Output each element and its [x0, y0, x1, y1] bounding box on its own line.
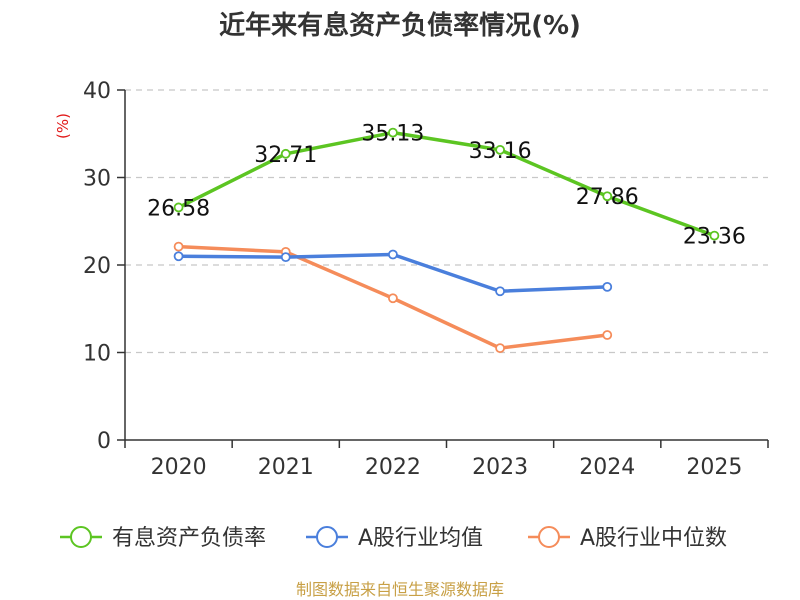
data-point: [388, 293, 398, 304]
data-label: 23.36: [683, 225, 746, 250]
data-point: [173, 241, 184, 252]
data-label: 35.13: [361, 122, 424, 147]
chart-title: 近年来有息资产负债率情况(%): [219, 10, 581, 41]
data-point: [602, 330, 613, 340]
x-axis: 2020 2021 2022 2023 2024 2025: [124, 439, 769, 480]
x-tick-label: 2024: [579, 455, 635, 480]
data-label: 27.86: [576, 185, 639, 210]
legend-marker: [70, 526, 92, 548]
x-tick-label: 2022: [365, 455, 421, 480]
y-tick-label: 10: [83, 342, 111, 367]
legend-marker: [538, 526, 560, 548]
data-label: 26.58: [147, 196, 210, 221]
y-tick-label: 0: [97, 429, 111, 454]
x-tick-label: 2021: [258, 455, 314, 480]
legend-label: A股行业均值: [358, 526, 483, 551]
data-point: [602, 191, 613, 202]
legend-label: A股行业中位数: [580, 526, 727, 551]
data-point: [495, 286, 505, 297]
y-tick-label: 30: [83, 167, 111, 192]
y-tick-label: 40: [83, 79, 111, 104]
x-tick-label: 2023: [472, 455, 528, 480]
grid-lines: [125, 89, 768, 354]
data-point: [280, 148, 291, 159]
data-point: [602, 281, 613, 292]
data-point: [709, 230, 720, 241]
x-tick-label: 2025: [686, 455, 742, 480]
data-label: 33.16: [469, 139, 532, 164]
series-line: [178, 252, 608, 293]
data-point: [388, 249, 398, 260]
y-axis: 0 10 20 30 40: [83, 79, 126, 454]
source-note: 制图数据来自恒生聚源数据库: [296, 580, 504, 599]
y-tick-label: 20: [83, 254, 111, 279]
x-tick-label: 2020: [151, 455, 207, 480]
data-point: [388, 127, 398, 138]
data-point: [495, 144, 505, 155]
data-labels: 26.58 32.71 35.13 33.16 27.86 23.36: [147, 122, 746, 250]
y-axis-unit: (%): [54, 113, 72, 139]
legend[interactable]: 有息资产负债率 A股行业均值 A股行业中位数: [60, 526, 727, 551]
data-point: [495, 343, 505, 354]
data-point: [173, 202, 184, 213]
legend-label: 有息资产负债率: [112, 526, 266, 551]
data-point: [173, 251, 184, 262]
series-group: [173, 127, 720, 354]
data-point: [280, 252, 291, 263]
data-label: 32.71: [254, 143, 317, 168]
series-line: [177, 130, 716, 238]
legend-marker: [316, 526, 338, 548]
